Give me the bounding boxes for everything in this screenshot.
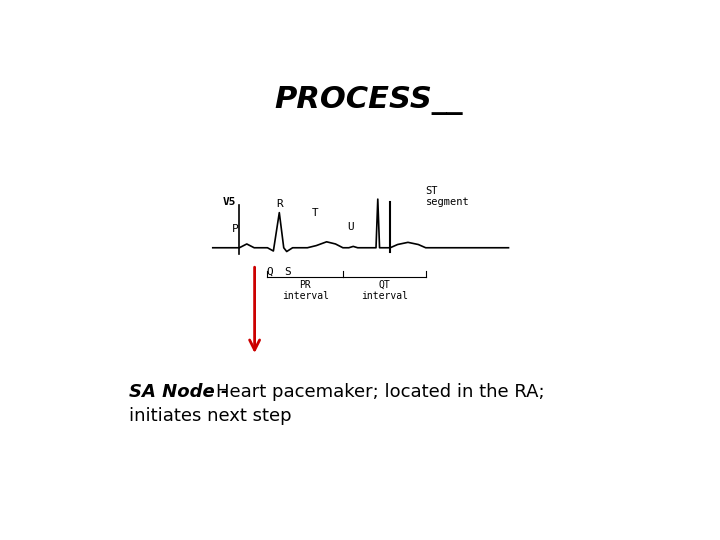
Text: SA Node -: SA Node - [129, 383, 235, 401]
Text: Heart pacemaker; located in the RA;: Heart pacemaker; located in the RA; [215, 383, 544, 401]
Text: PROCESS__: PROCESS__ [275, 85, 463, 114]
Text: P: P [232, 224, 238, 234]
Text: QT
interval: QT interval [361, 280, 408, 301]
Text: V5: V5 [222, 197, 235, 207]
Text: U: U [347, 221, 354, 232]
Text: R: R [276, 199, 283, 209]
Text: initiates next step: initiates next step [129, 407, 292, 424]
Text: ST
segment: ST segment [426, 186, 469, 207]
Text: T: T [312, 208, 318, 218]
Text: PR
interval: PR interval [282, 280, 328, 301]
Text: Q: Q [266, 267, 273, 276]
Text: S: S [284, 267, 291, 276]
